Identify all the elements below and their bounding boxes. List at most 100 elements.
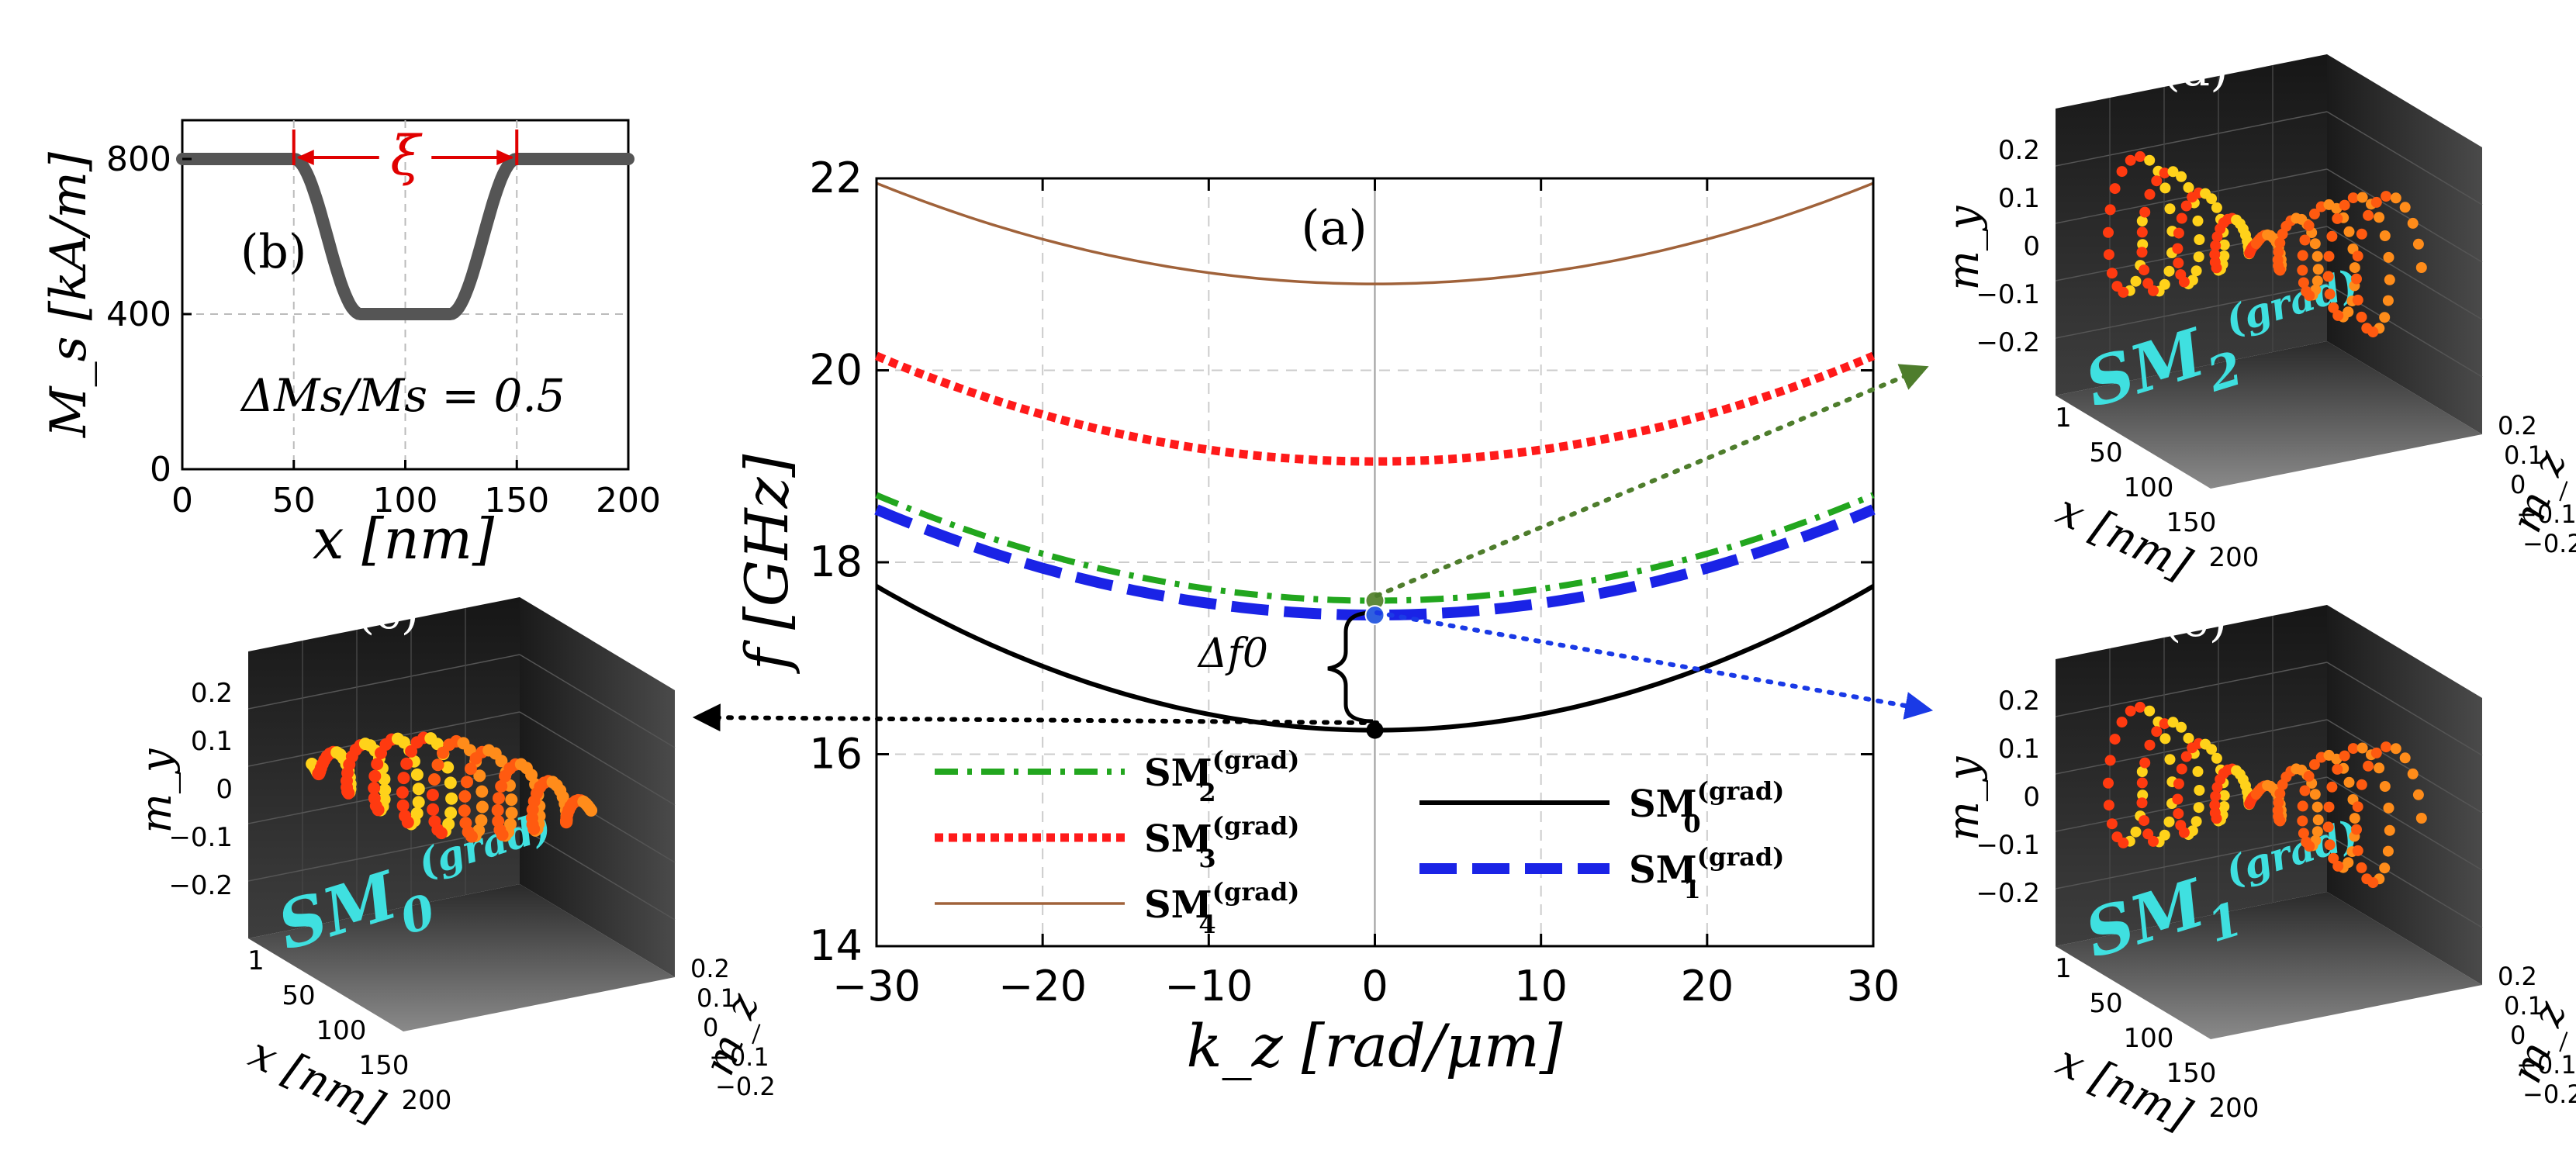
d-floor xyxy=(2056,341,2482,489)
e-helix-dot xyxy=(2339,750,2350,762)
c-helix-dot xyxy=(396,799,410,812)
c-helix-dot xyxy=(378,772,391,786)
panel-a-xtick-label: −20 xyxy=(998,962,1087,1011)
e-helix-dot xyxy=(2379,862,2391,874)
d-helix-dot xyxy=(2194,234,2205,245)
d-helix-dot xyxy=(2180,200,2192,212)
c-helix-dot xyxy=(368,782,381,795)
e-helix-dot xyxy=(2381,741,2392,753)
d-helix-dot xyxy=(2272,254,2284,265)
panel-b-x-axis-label: x [nm] xyxy=(313,506,495,572)
c-helix-dot xyxy=(475,785,489,798)
c-helix-dot xyxy=(458,789,472,803)
d-helix-dot xyxy=(2103,249,2114,261)
d-helix-dot xyxy=(2399,202,2411,213)
d-my-tick: 0 xyxy=(2023,231,2040,262)
d-helix-dot xyxy=(2176,212,2187,224)
d-helix-dot xyxy=(2106,268,2118,279)
d-helix-dots xyxy=(2103,150,2427,338)
d-my-tick: −0.2 xyxy=(1976,327,2040,358)
e-helix-dot xyxy=(2343,776,2355,788)
e-helix-dot xyxy=(2303,770,2315,782)
e-helix-dot xyxy=(2322,821,2334,833)
e-helix-dot xyxy=(2139,815,2150,827)
c-mz-tick: −0.1 xyxy=(709,1042,769,1072)
d-helix-dot xyxy=(2381,191,2392,202)
d-side-grid xyxy=(2326,226,2483,320)
d-helix-dot xyxy=(2311,250,2323,262)
e-helix-dot xyxy=(2116,717,2128,728)
e-x-tick: 1 xyxy=(2055,953,2072,984)
legend-label-sm3: SM(grad) 3 xyxy=(1144,811,1299,873)
c-helix-dot xyxy=(371,758,384,771)
c-helix-dot xyxy=(428,773,441,786)
d-helix-dot xyxy=(2349,262,2360,274)
e-floor xyxy=(2056,892,2482,1039)
c-side-grid xyxy=(519,826,676,921)
e-x-tick: 100 xyxy=(2124,1023,2174,1054)
c-helix-dot xyxy=(444,807,458,820)
c-helix-dot xyxy=(475,800,489,814)
e-helix-dot xyxy=(2175,820,2187,831)
c-floor xyxy=(248,884,675,1031)
c-helix-dot xyxy=(445,792,458,805)
e-helix-dot xyxy=(2384,824,2395,836)
c-helix-dot xyxy=(493,792,505,805)
panel-a-ytick-label: 16 xyxy=(809,730,863,779)
d-helix-dot xyxy=(2190,265,2202,277)
c-panel-label: (c) xyxy=(357,586,419,640)
series-sm4grad xyxy=(876,181,1874,285)
e-helix-dot xyxy=(2374,762,2385,774)
d-side-wall xyxy=(2327,54,2482,434)
e-helix-dot xyxy=(2210,790,2222,802)
e-helix-dot xyxy=(2356,779,2367,790)
d-mz-tick: −0.1 xyxy=(2516,499,2576,529)
c-helix-dot xyxy=(525,769,538,782)
arrow-to-panel-c xyxy=(692,703,1379,732)
e-helix-dot xyxy=(2299,785,2311,796)
c-helix-dot xyxy=(379,783,392,796)
d-helix-dot xyxy=(2407,217,2419,229)
d-helix-dot xyxy=(2175,269,2187,281)
c-x-tick: 150 xyxy=(359,1050,410,1081)
e-helix-dot xyxy=(2144,705,2156,717)
e-helix-dot xyxy=(2103,777,2114,789)
d-helix-dot xyxy=(2111,281,2123,292)
e-helix-dot xyxy=(2328,852,2339,864)
e-helix-dot xyxy=(2382,845,2394,857)
panel-b-profile-curve xyxy=(176,153,634,320)
d-helix-dot xyxy=(2218,250,2230,261)
c-helix-dot xyxy=(464,762,477,776)
panel-a-xtick-label: −30 xyxy=(832,962,921,1011)
c-helix-dot xyxy=(405,745,418,758)
c-helix-dot xyxy=(505,807,518,820)
e-helix-dot xyxy=(2192,765,2204,777)
d-helix-dot xyxy=(2109,183,2121,195)
d-mz-tick: −0.2 xyxy=(2522,529,2576,558)
d-helix-dot xyxy=(2412,238,2424,250)
panel-b-magnetization-profile: 0 50 100 150 200 0 400 800 (b) ΔMs/Ms = 0.5 x [… xyxy=(40,119,661,572)
d-helix-dot xyxy=(2374,212,2385,223)
d-side-grid xyxy=(2326,168,2483,263)
d-helix-dot xyxy=(2273,246,2284,257)
e-helix-dot xyxy=(2136,777,2148,789)
e-helix-dot xyxy=(2326,781,2338,793)
c-helix-dot xyxy=(426,789,439,801)
d-helix-dot xyxy=(2332,309,2344,321)
c-my-tick: 0.1 xyxy=(191,726,233,757)
c-helix-dot xyxy=(368,792,381,805)
delta-f0-brace xyxy=(1327,610,1374,724)
e-helix-dot xyxy=(2139,757,2151,769)
d-helix-dot xyxy=(2172,243,2184,254)
d-helix-dot xyxy=(2382,295,2394,306)
panel-b-xtick-label: 50 xyxy=(272,481,316,520)
xi-arrowhead-right xyxy=(496,150,514,165)
d-helix-dot xyxy=(2136,247,2148,258)
panel-b-label: (b) xyxy=(240,225,306,279)
e-side-wall xyxy=(2327,605,2482,985)
c-x-tick: 100 xyxy=(316,1015,367,1046)
d-helix-dot xyxy=(2322,271,2334,282)
e-my-tick: 0 xyxy=(2023,782,2040,813)
c-mz-tick: 0.1 xyxy=(697,983,736,1013)
e-helix-dot xyxy=(2106,818,2118,830)
